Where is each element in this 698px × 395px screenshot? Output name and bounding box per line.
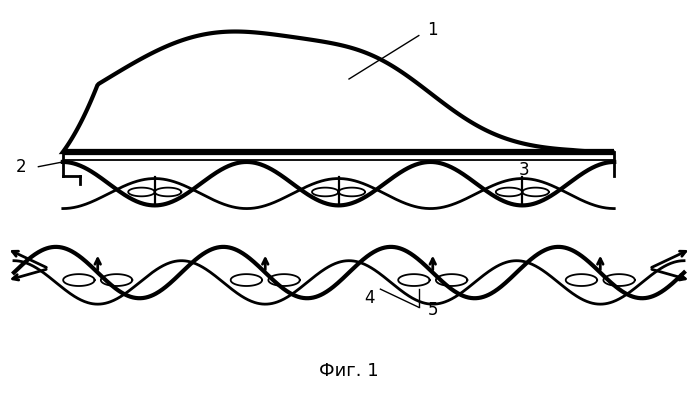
Polygon shape xyxy=(63,32,614,152)
Text: 5: 5 xyxy=(427,301,438,319)
Text: 4: 4 xyxy=(364,289,376,307)
Text: 2: 2 xyxy=(15,158,27,176)
Text: Фиг. 1: Фиг. 1 xyxy=(319,362,379,380)
Text: 1: 1 xyxy=(427,21,438,39)
Text: 3: 3 xyxy=(518,161,529,179)
